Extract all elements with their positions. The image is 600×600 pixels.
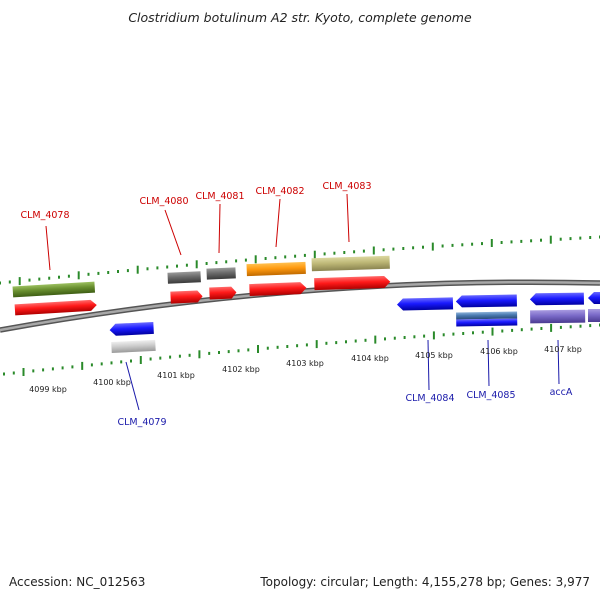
purple-cds-block [588, 309, 600, 322]
gene-CLM_4082[interactable] [246, 261, 307, 297]
scale-label: 4101 kbp [157, 371, 195, 380]
scale-label: 4106 kbp [480, 347, 518, 356]
red-gene-arrow [249, 282, 307, 297]
gene-labels: CLM_4078 CLM_4080 CLM_4081 CLM_4082 CLM_… [20, 181, 572, 428]
gene-CLM_4080[interactable] [167, 271, 203, 304]
label-leader-lines [45, 193, 560, 411]
green-cds-block [12, 281, 96, 298]
gene-accA[interactable] [529, 292, 586, 324]
gene-CLM_4083[interactable] [311, 255, 391, 291]
leader-accA [557, 339, 560, 385]
grey-cds-block [206, 267, 236, 280]
blue-gene-arrow [588, 292, 600, 304]
gene-label-accA[interactable]: accA [550, 387, 573, 398]
leader-CLM_4082 [275, 198, 281, 248]
red-gene-arrow [170, 290, 203, 304]
accession-text: Accession: NC_012563 [9, 575, 145, 589]
leader-CLM_4078 [45, 225, 51, 271]
gene-CLM_4085[interactable] [455, 294, 518, 327]
leader-CLM_4079 [125, 361, 140, 411]
khaki-cds-block [311, 255, 390, 272]
gene-label-CLM_4082[interactable]: CLM_4082 [255, 186, 304, 197]
steel-cds-block [456, 311, 518, 320]
gene-label-CLM_4083[interactable]: CLM_4083 [322, 181, 371, 192]
leader-CLM_4080 [164, 209, 182, 256]
scale-label: 4099 kbp [29, 385, 67, 394]
grey-cds-block [111, 339, 156, 354]
gene-label-CLM_4079[interactable]: CLM_4079 [117, 417, 166, 428]
blue-gene-arrow [396, 297, 454, 311]
scale-label: 4100 kbp [93, 378, 131, 387]
red-gene-arrow [314, 275, 391, 291]
gene-label-CLM_4081[interactable]: CLM_4081 [195, 191, 244, 202]
gene-CLM_4084[interactable] [396, 297, 454, 311]
gene-label-CLM_4078[interactable]: CLM_4078 [20, 210, 69, 221]
leader-CLM_4085 [487, 339, 490, 387]
leader-CLM_4081 [218, 203, 221, 254]
scale-label: 4104 kbp [351, 354, 389, 363]
leader-CLM_4083 [346, 193, 350, 243]
gene-label-CLM_4085[interactable]: CLM_4085 [466, 390, 515, 401]
grey-cds-block [167, 271, 201, 284]
reverse-scale-ticks [3, 323, 600, 376]
gene-CLM_4078[interactable] [12, 281, 98, 316]
red-gene-arrow [14, 299, 97, 316]
purple-cds-block [530, 309, 586, 324]
blue-cds-block [456, 318, 518, 327]
gene-label-CLM_4084[interactable]: CLM_4084 [405, 393, 454, 404]
map-title: Clostridium botulinum A2 str. Kyoto, com… [128, 10, 472, 25]
forward-scale-ticks [0, 235, 600, 286]
orange-cds-block [246, 261, 306, 277]
scale-label: 4102 kbp [222, 365, 260, 374]
blue-gene-arrow [529, 292, 584, 306]
genome-summary-text: Topology: circular; Length: 4,155,278 bp… [259, 575, 590, 589]
gene-label-CLM_4080[interactable]: CLM_4080 [139, 196, 188, 207]
scale-label: 4103 kbp [286, 359, 324, 368]
leader-CLM_4084 [427, 339, 430, 391]
gene-CLM_4079[interactable] [109, 321, 156, 354]
gene-features [12, 255, 600, 354]
scale-label: 4105 kbp [415, 351, 453, 360]
scale-label: 4107 kbp [544, 345, 582, 354]
red-gene-arrow [209, 286, 237, 300]
scale-labels: 4099 kbp 4100 kbp 4101 kbp 4102 kbp 4103… [29, 345, 582, 394]
blue-gene-arrow [455, 294, 517, 308]
blue-gene-arrow [109, 321, 154, 336]
gene-CLM_4081[interactable] [206, 267, 237, 300]
gene-offscreen-right [588, 292, 600, 322]
